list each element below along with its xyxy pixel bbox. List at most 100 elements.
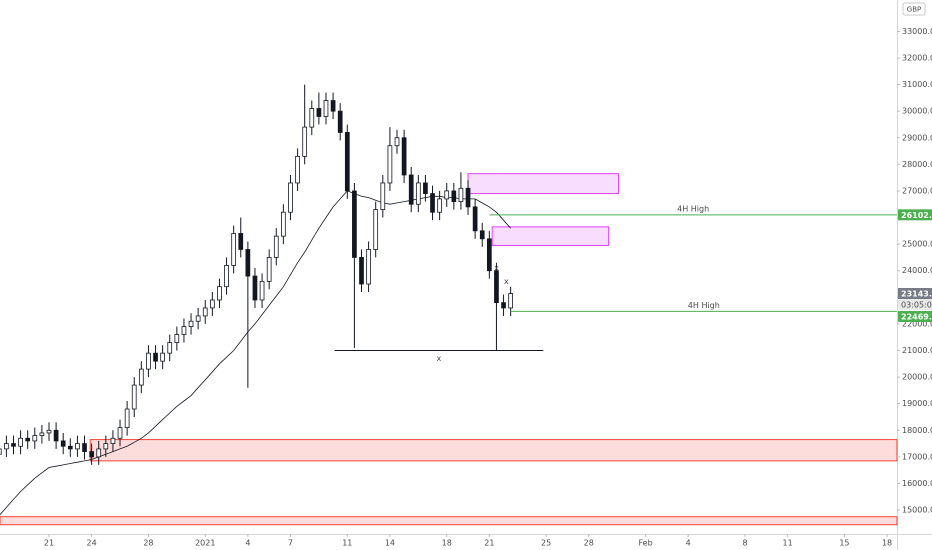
y-tick-label: 27000.00 (902, 186, 932, 195)
candle-body (46, 429, 52, 434)
candle-body (288, 182, 293, 213)
currency-label: GBP (907, 6, 921, 14)
range-label: x (437, 354, 442, 363)
y-tick-label: 28000.00 (902, 160, 932, 169)
x-tick-label: 11 (783, 539, 793, 548)
candle-body (323, 100, 329, 117)
countdown: 03:05:09 (901, 301, 932, 310)
candle-body (302, 126, 308, 157)
plot-area (0, 84, 898, 526)
candle-body (401, 137, 407, 176)
y-tick-label: 22000.00 (902, 319, 932, 328)
y-tick-label: 20000.00 (902, 373, 932, 382)
candle-body (472, 206, 478, 232)
candle-body (89, 451, 94, 458)
zone (467, 173, 620, 195)
x-tick-label: 2021 (195, 539, 215, 548)
x-tick-label: 7 (288, 539, 293, 548)
y-tick-label: 30000.00 (902, 107, 932, 116)
candle-body (430, 193, 435, 213)
candle-body (167, 342, 173, 354)
candle-body (394, 137, 400, 147)
candle-body (330, 100, 336, 112)
x-tick-label: 18 (882, 539, 892, 548)
candle-body (366, 249, 371, 285)
candle-body (195, 315, 201, 322)
candle-body (39, 432, 45, 437)
candle-body (295, 155, 300, 184)
candle-body (387, 145, 393, 184)
y-tick-label: 25000.00 (902, 240, 932, 249)
candle-body (423, 182, 428, 195)
y-tick-label: 16000.00 (902, 479, 932, 488)
zone (89, 439, 898, 462)
y-tick-label: 33000.00 (902, 27, 932, 36)
candle-body (174, 334, 180, 343)
x-tick-label: 21 (44, 539, 54, 548)
candle-body (281, 211, 286, 237)
candle-body (451, 190, 457, 202)
y-tick-label: 32000.00 (902, 53, 932, 62)
candle-body (75, 443, 80, 450)
candle-body (444, 190, 450, 200)
candle-body (252, 275, 258, 301)
candle-body (188, 320, 194, 327)
candle-body (210, 299, 215, 309)
currency-badge[interactable] (902, 2, 926, 16)
candle-body (110, 437, 116, 444)
candle-body (408, 174, 414, 205)
x-tick-label: 28 (584, 539, 594, 548)
candle-body (380, 182, 386, 210)
candle-body (131, 384, 137, 410)
x-tick-label: 18 (442, 539, 452, 548)
level-price: 26102.00 (901, 211, 932, 220)
candle-body (181, 326, 187, 335)
candle-body (153, 352, 158, 362)
candle-body (146, 352, 151, 370)
last-price: 23143.46 (901, 290, 932, 299)
countdown-box (898, 299, 932, 311)
candle-body (266, 257, 272, 282)
x-tick-label: 4 (245, 539, 250, 548)
candle-body (337, 110, 343, 133)
candle-body (217, 286, 222, 301)
candle-body (273, 235, 279, 258)
x-tick-label: 15 (839, 539, 849, 548)
candle-body (4, 443, 9, 450)
zone (0, 516, 898, 526)
y-tick-label: 19000.00 (902, 399, 932, 408)
x-tick-label: 8 (742, 539, 747, 548)
last-price-box (898, 288, 932, 300)
candle-body (25, 437, 31, 442)
y-tick-label: 31000.00 (902, 80, 932, 89)
candle-body (316, 108, 322, 117)
point-label: x (504, 277, 509, 286)
y-tick-label: 17000.00 (902, 452, 932, 461)
candle-body (458, 187, 464, 202)
candle-body (67, 445, 73, 450)
level-price-box (898, 311, 932, 323)
candle-body (501, 302, 506, 309)
candle-body (124, 408, 130, 429)
x-tick-label: 11 (342, 539, 352, 548)
x-tick-label: 28 (143, 539, 153, 548)
candle-body (96, 448, 102, 458)
candle-body (309, 108, 315, 128)
candle-body (160, 352, 165, 362)
point-label: x (494, 264, 499, 273)
level-price-box (898, 209, 932, 221)
x-tick-label: 25 (541, 539, 551, 548)
y-tick-label: 18000.00 (902, 426, 932, 435)
level-label: 4H High (688, 301, 720, 310)
candle-body (53, 429, 59, 442)
candle-body (32, 435, 38, 442)
zone (491, 226, 610, 246)
y-tick-label: 21000.00 (902, 346, 932, 355)
candle-body (465, 187, 471, 208)
y-tick-label: 15000.00 (902, 506, 932, 515)
candle-body (344, 132, 350, 192)
candle-body (202, 307, 208, 317)
candle-body (11, 443, 16, 447)
